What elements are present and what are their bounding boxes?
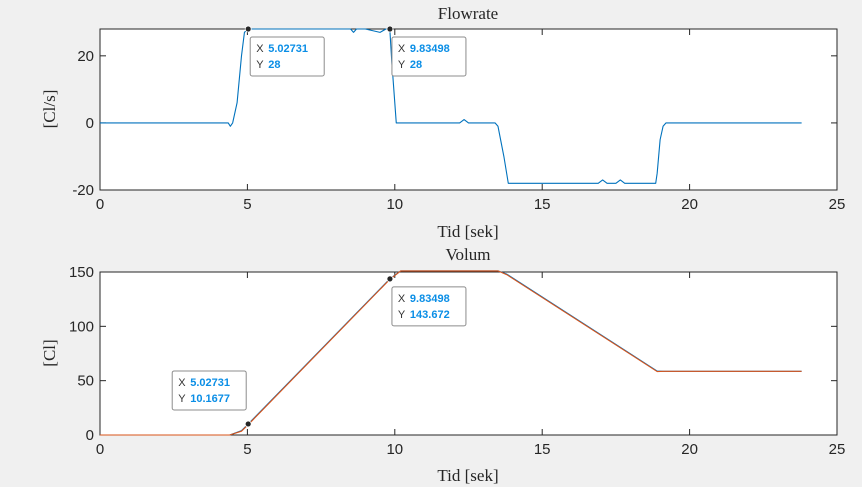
flowrate-datatip-marker[interactable]: [386, 25, 394, 33]
volum-ytick-label: 0: [86, 427, 94, 444]
flowrate-ytick-label: -20: [72, 182, 94, 199]
flowrate-xtick-label: 20: [681, 196, 698, 213]
datatip-x-value: 9.83498: [410, 293, 450, 305]
flowrate-plot-area: [99, 28, 838, 191]
volum-ytick-label: 100: [69, 318, 94, 335]
volum-xtick-label: 5: [243, 441, 251, 458]
volum-datatip[interactable]: X 5.02731 Y 10.1677: [171, 370, 252, 428]
flowrate-xtick-label: 25: [829, 196, 846, 213]
volum-xtick-label: 20: [681, 441, 698, 458]
datatip-x-value: 5.02731: [268, 43, 308, 55]
flowrate-datatip[interactable]: X 5.02731 Y 28: [244, 25, 325, 77]
datatip-box: [391, 36, 467, 77]
flowrate-xtick-label: 5: [243, 196, 251, 213]
volum-datatip-marker[interactable]: [244, 420, 252, 428]
datatip-x-key: X: [398, 293, 406, 305]
datatip-y-value: 28: [410, 59, 422, 71]
volum-x-label: Tid [sek]: [437, 466, 498, 485]
volum-series-line-2: [100, 270, 802, 436]
volum-xtick-label: 15: [534, 441, 551, 458]
datatip-x-key: X: [256, 43, 264, 55]
flowrate-datatip[interactable]: X 9.83498 Y 28: [386, 25, 467, 77]
volum-datatip-marker[interactable]: [386, 275, 394, 283]
datatip-y-value: 10.1677: [190, 393, 230, 405]
datatip-y-key: Y: [178, 393, 186, 405]
volum-title: Volum: [445, 245, 490, 264]
datatip-box: [249, 36, 325, 77]
volum-series: [100, 270, 802, 436]
volum-datatip[interactable]: X 9.83498 Y 143.672: [386, 275, 467, 327]
datatip-y-value: 28: [268, 59, 280, 71]
datatip-y-key: Y: [256, 59, 264, 71]
datatip-x-key: X: [178, 377, 186, 389]
datatip-y-value: 143.672: [410, 309, 450, 321]
flowrate-ytick-label: 20: [77, 48, 94, 65]
flowrate-xtick-label: 15: [534, 196, 551, 213]
volum-y-label: [Cl]: [40, 339, 59, 366]
flowrate-xtick-label: 10: [386, 196, 403, 213]
volum-datatips: X 5.02731 Y 10.1677 X 9.83498 Y 143.672: [171, 275, 467, 428]
flowrate-datatip-marker[interactable]: [244, 25, 252, 33]
flowrate-title: Flowrate: [438, 4, 498, 23]
volum-y-ticks: 0 50 100 150: [69, 264, 837, 444]
volum-xtick-label: 25: [829, 441, 846, 458]
datatip-x-value: 9.83498: [410, 43, 450, 55]
flowrate-y-ticks: -20 0 20: [72, 48, 837, 199]
volum-plot-area: [99, 271, 838, 436]
datatip-y-key: Y: [398, 59, 406, 71]
datatip-x-key: X: [398, 43, 406, 55]
datatip-x-value: 5.02731: [190, 377, 230, 389]
volum-ytick-label: 50: [77, 373, 94, 390]
volum-xtick-label: 0: [96, 441, 104, 458]
datatip-box: [171, 370, 247, 411]
volum-ytick-label: 150: [69, 264, 94, 281]
flowrate-xtick-label: 0: [96, 196, 104, 213]
flowrate-x-ticks: 0 5 10 15 20 25: [96, 29, 846, 213]
flowrate-x-label: Tid [sek]: [437, 222, 498, 241]
flowrate-datatips: X 5.02731 Y 28 X 9.83498 Y 28: [244, 25, 467, 77]
volum-x-ticks: 0 5 10 15 20 25: [96, 272, 846, 458]
volum-xtick-label: 10: [386, 441, 403, 458]
flowrate-y-label: [Cl/s]: [40, 90, 59, 129]
datatip-box: [391, 286, 467, 327]
flowrate-ytick-label: 0: [86, 115, 94, 132]
datatip-y-key: Y: [398, 309, 406, 321]
volum-axes: Volum 0 5 10 15 20 25 0 50 100 150 Tid [sek] [Cl…: [40, 245, 845, 485]
